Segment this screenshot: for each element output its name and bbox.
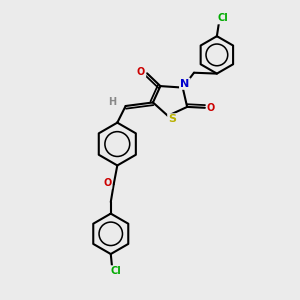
Text: N: N: [180, 79, 189, 89]
Text: O: O: [207, 103, 215, 113]
Text: O: O: [103, 178, 111, 188]
Text: H: H: [108, 97, 116, 107]
Text: Cl: Cl: [110, 266, 121, 276]
Text: S: S: [168, 114, 176, 124]
Text: O: O: [137, 67, 145, 77]
Text: Cl: Cl: [218, 13, 228, 23]
